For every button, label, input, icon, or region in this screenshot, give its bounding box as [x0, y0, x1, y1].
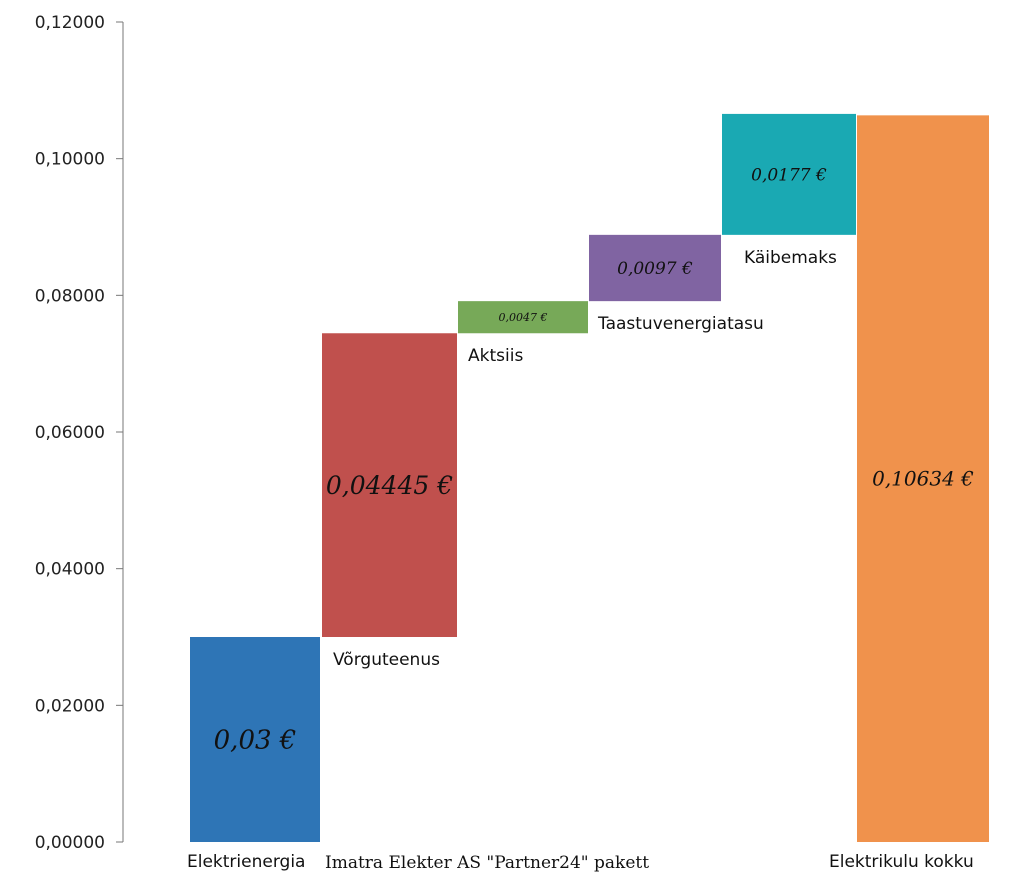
- y-tick-label: 0,02000: [35, 696, 105, 716]
- bar-value-label: 0,0047 €: [499, 311, 548, 324]
- category-label: Elektrienergia: [187, 852, 305, 872]
- bar-value-label: 0,03 €: [214, 726, 297, 756]
- bar-value-label: 0,0177 €: [751, 165, 827, 185]
- x-axis-label: Imatra Elekter AS "Partner24" pakett: [325, 853, 649, 873]
- y-tick-label: 0,12000: [35, 13, 105, 33]
- bar-value-label: 0,10634 €: [872, 467, 974, 491]
- category-label: Elektrikulu kokku: [829, 852, 974, 872]
- y-tick-label: 0,10000: [35, 150, 105, 170]
- bar-2: [322, 333, 457, 637]
- y-tick-label: 0,04000: [35, 560, 105, 580]
- bar-3: [458, 301, 588, 334]
- bar-1: [190, 637, 320, 842]
- category-label: Võrguteenus: [333, 650, 440, 670]
- category-label: Aktsiis: [468, 346, 523, 366]
- bar-6: [857, 115, 989, 843]
- bar-5: [722, 113, 856, 235]
- y-tick-label: 0,08000: [35, 286, 105, 306]
- bar-value-label: 0,04445 €: [326, 471, 453, 500]
- bar-value-label: 0,0097 €: [617, 259, 693, 279]
- bar-4: [589, 234, 721, 302]
- y-tick-label: 0,06000: [35, 423, 105, 443]
- category-label: Käibemaks: [744, 248, 837, 268]
- category-label: Taastuvenergiatasu: [597, 314, 764, 334]
- y-tick-label: 0,00000: [35, 833, 105, 853]
